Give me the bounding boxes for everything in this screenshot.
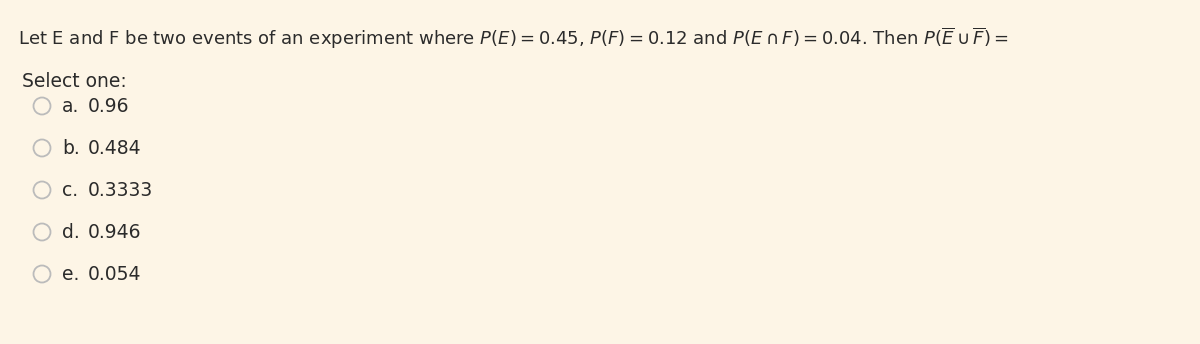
Text: 0.484: 0.484 xyxy=(88,139,142,158)
Text: Let E and F be two events of an experiment where $P(E) = 0.45$, $P(F) = 0.12$ an: Let E and F be two events of an experime… xyxy=(18,26,1009,52)
Text: Select one:: Select one: xyxy=(22,72,127,91)
Text: a.: a. xyxy=(62,97,79,116)
Text: 0.946: 0.946 xyxy=(88,223,142,241)
Text: b.: b. xyxy=(62,139,79,158)
Text: c.: c. xyxy=(62,181,78,200)
Text: e.: e. xyxy=(62,265,79,283)
Text: 0.96: 0.96 xyxy=(88,97,130,116)
Text: d.: d. xyxy=(62,223,79,241)
Text: 0.054: 0.054 xyxy=(88,265,142,283)
Text: 0.3333: 0.3333 xyxy=(88,181,154,200)
